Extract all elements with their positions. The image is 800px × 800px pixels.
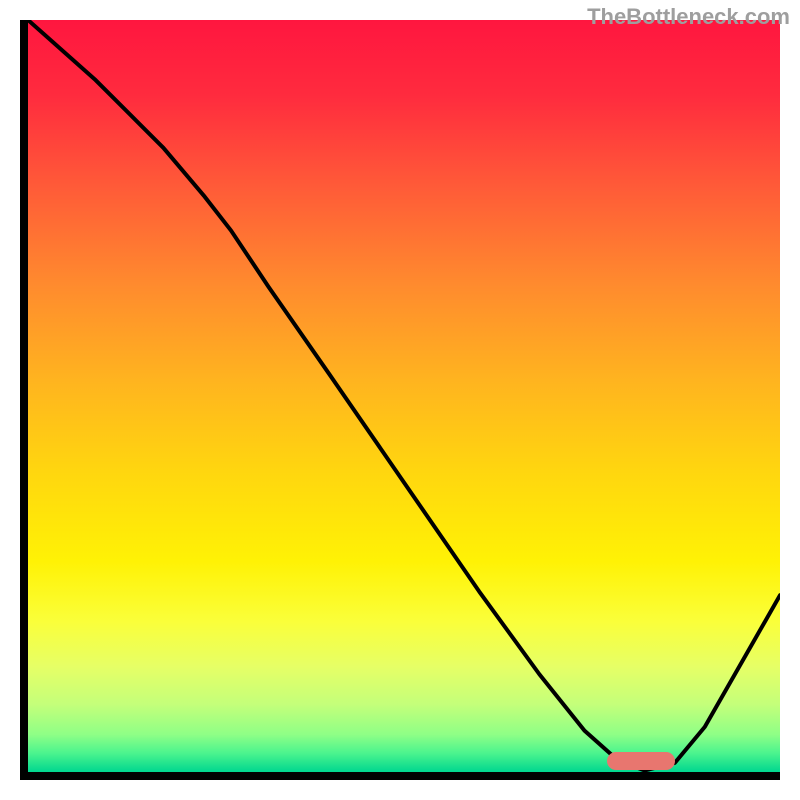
x-axis	[20, 772, 780, 780]
watermark-text: TheBottleneck.com	[587, 4, 790, 30]
bottleneck-curve	[28, 20, 780, 772]
optimal-range-marker	[607, 752, 675, 770]
curve-path	[28, 20, 780, 770]
plot-area	[28, 20, 780, 772]
chart-frame: TheBottleneck.com	[0, 0, 800, 800]
y-axis	[20, 20, 28, 780]
